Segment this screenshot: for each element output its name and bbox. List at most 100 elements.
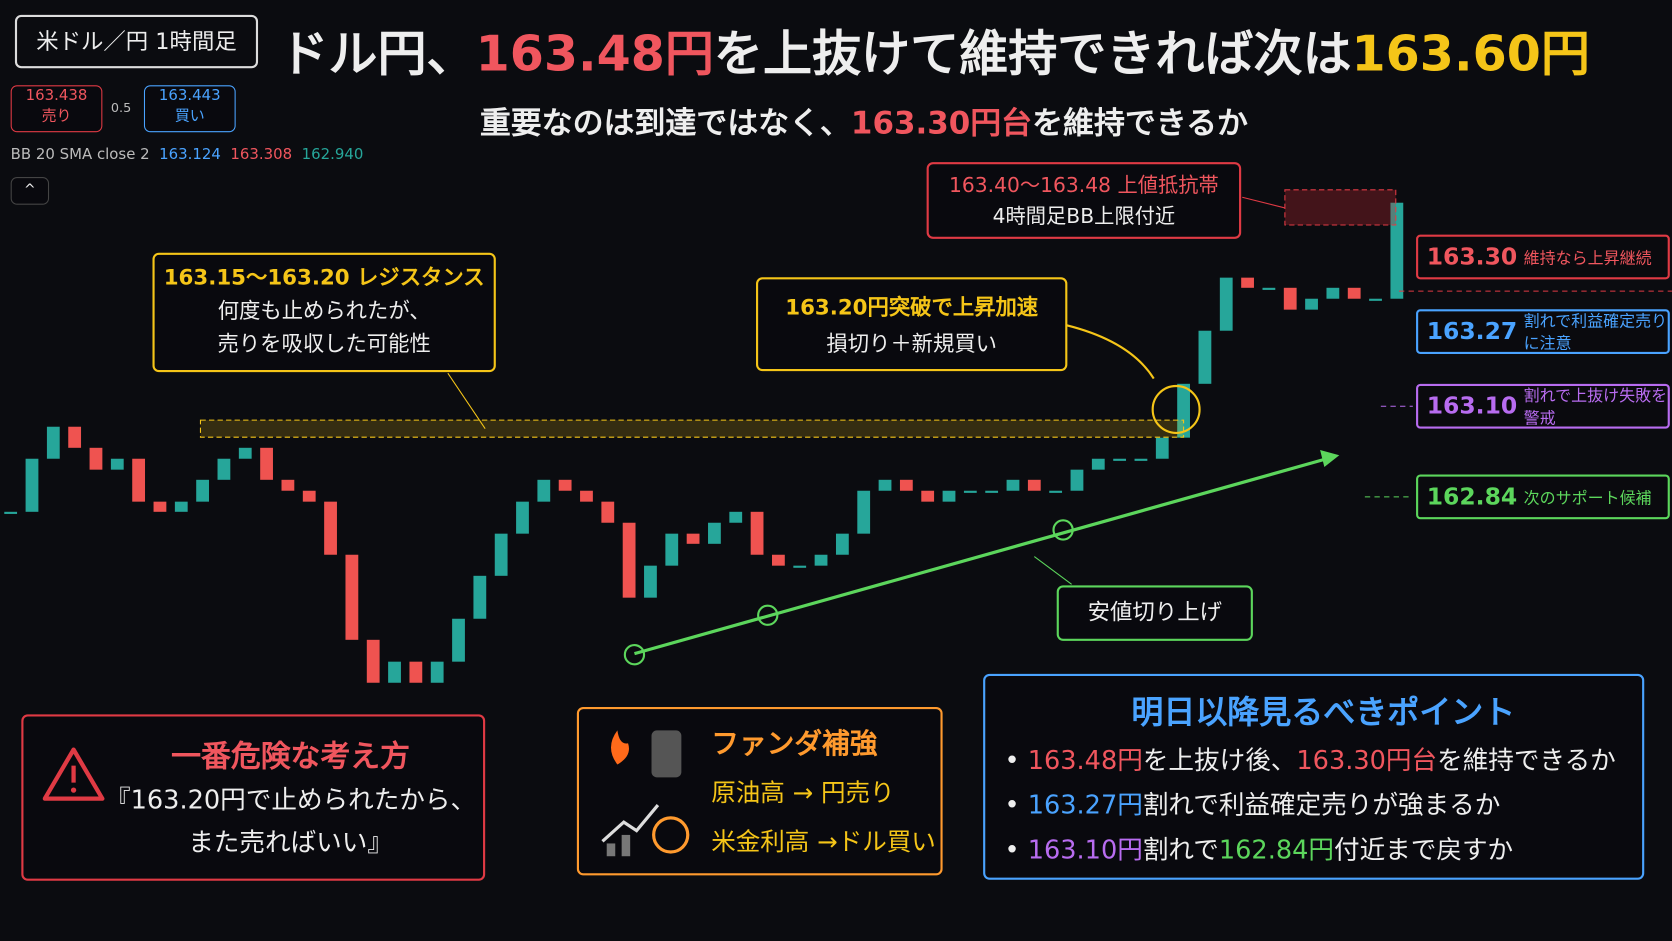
candle	[452, 618, 465, 662]
label: 買い	[174, 107, 205, 125]
candle	[132, 458, 146, 502]
candle	[580, 490, 593, 502]
price: 163.438	[25, 87, 88, 105]
candle	[153, 501, 167, 512]
warning-icon	[42, 747, 105, 801]
candle	[1177, 383, 1190, 438]
candle	[1219, 277, 1233, 331]
point-part: 163.10円	[1027, 834, 1143, 865]
candle	[750, 511, 764, 555]
level-text: 割れで利益確定売りに注意	[1523, 311, 1668, 353]
candle	[1006, 479, 1020, 491]
candle	[281, 479, 295, 491]
subtitle-part: 163.30円台	[850, 104, 1033, 141]
candle	[430, 661, 444, 683]
point-part: 163.48円	[1027, 745, 1143, 776]
candle	[1241, 277, 1254, 288]
candle	[1326, 287, 1340, 299]
title-part: ドル円、	[279, 24, 476, 83]
pointer	[1066, 324, 1155, 380]
candle	[68, 426, 82, 448]
point-item: • 163.27円割れで利益確定売りが強まるか	[1004, 790, 1501, 820]
candle	[708, 522, 721, 544]
point-part: 163.30円台	[1296, 745, 1438, 776]
level-text: 割れで上抜け失敗を警戒	[1523, 386, 1668, 428]
note-line: 売りを吸収した可能性	[217, 330, 431, 357]
note-line: 何度も止められたが、	[217, 297, 431, 324]
symbol: 米ドル／円 1時間足	[14, 14, 259, 69]
candle	[686, 533, 700, 544]
candle	[516, 501, 529, 534]
buy-button[interactable]: 163.443 買い	[143, 85, 236, 133]
candle	[1283, 287, 1297, 310]
point-part: 163.27円	[1027, 790, 1143, 820]
indicator-value: 162.940	[301, 146, 364, 164]
level-price: 163.10	[1426, 392, 1518, 420]
breakout-note: 163.20円突破で上昇加速 損切り＋新規買い	[756, 277, 1068, 372]
point-part: を上抜け後、	[1142, 745, 1297, 776]
candle	[601, 501, 615, 523]
indicator-value: 163.124	[159, 146, 221, 164]
subtitle-part: 重要なのは到達ではなく、	[479, 104, 851, 141]
candle	[793, 565, 807, 568]
fundamentals-box: ファンダ補強 原油高 → 円売り 米金利高 →ドル買い	[576, 706, 943, 876]
candle	[857, 490, 871, 534]
points-title: 明日以降見るべきポイント	[1131, 694, 1516, 732]
point-item: • 163.10円割れで162.84円付近まで戻すか	[1004, 834, 1514, 865]
subtitle-part: を維持できるか	[1032, 104, 1248, 141]
candle	[174, 501, 188, 512]
candle	[238, 447, 252, 459]
indicator-value: 163.308	[230, 146, 293, 164]
resistance-note: 163.15〜163.20 レジスタンス 何度も止められたが、 売りを吸収した可能性	[152, 252, 496, 373]
candle	[345, 554, 359, 640]
upper-band-note: 163.40〜163.48 上値抵抗帯 4時間足BB上限付近	[926, 162, 1242, 239]
level-label: 163.27 割れで利益確定売りに注意	[1416, 309, 1670, 355]
upper-band-zone	[1284, 189, 1397, 226]
candle	[1198, 330, 1212, 384]
candle	[1027, 479, 1041, 491]
candle	[878, 479, 892, 491]
candle	[1305, 298, 1318, 310]
note-line: 損切り＋新規買い	[826, 330, 997, 357]
trend-line	[634, 456, 1328, 656]
candle	[942, 490, 956, 502]
candle	[665, 533, 679, 566]
point-item: • 163.48円を上抜け後、163.30円台を維持できるか	[1004, 745, 1616, 776]
level-price: 163.27	[1426, 318, 1518, 345]
resistance-band	[199, 419, 1185, 438]
candle	[1369, 298, 1382, 301]
candle	[366, 639, 380, 683]
pointer	[1033, 556, 1072, 585]
fundamentals-row: 米金利高 →ドル買い	[711, 828, 936, 857]
title: ドル円、163.48円を上抜けて維持できれば次は163.60円	[279, 15, 1590, 85]
candle	[772, 554, 785, 566]
candle	[1155, 437, 1169, 459]
candle	[409, 661, 423, 683]
level-price: 163.30	[1426, 243, 1518, 271]
candle	[1091, 458, 1105, 470]
candle	[1070, 469, 1084, 491]
candle	[1262, 287, 1276, 290]
candle	[558, 479, 572, 491]
pointer	[1242, 196, 1286, 209]
danger-line: 『163.20円で止められたから、	[105, 784, 477, 815]
fundamentals-row: 原油高 → 円売り	[711, 779, 895, 808]
label: 売り	[41, 107, 72, 125]
title-part: 163.60円	[1351, 24, 1590, 83]
level-price: 162.84	[1426, 483, 1518, 511]
candle	[324, 501, 337, 555]
note-line: 4時間足BB上限付近	[992, 204, 1176, 229]
candle	[1390, 202, 1404, 299]
point-part: 割れで利益確定売りが強まるか	[1142, 790, 1501, 820]
candle	[729, 511, 743, 523]
sell-button[interactable]: 163.438 売り	[10, 85, 103, 133]
danger-title: 一番危険な考え方	[171, 738, 410, 775]
candle	[622, 522, 636, 598]
candle	[899, 479, 913, 491]
candle	[985, 490, 999, 493]
note-title: 163.40〜163.48 上値抵抗帯	[948, 173, 1219, 198]
collapse-button[interactable]: ^	[10, 177, 50, 205]
candle	[494, 533, 508, 576]
indicator: BB 20 SMA close 2 163.124 163.308 162.94…	[11, 146, 364, 163]
